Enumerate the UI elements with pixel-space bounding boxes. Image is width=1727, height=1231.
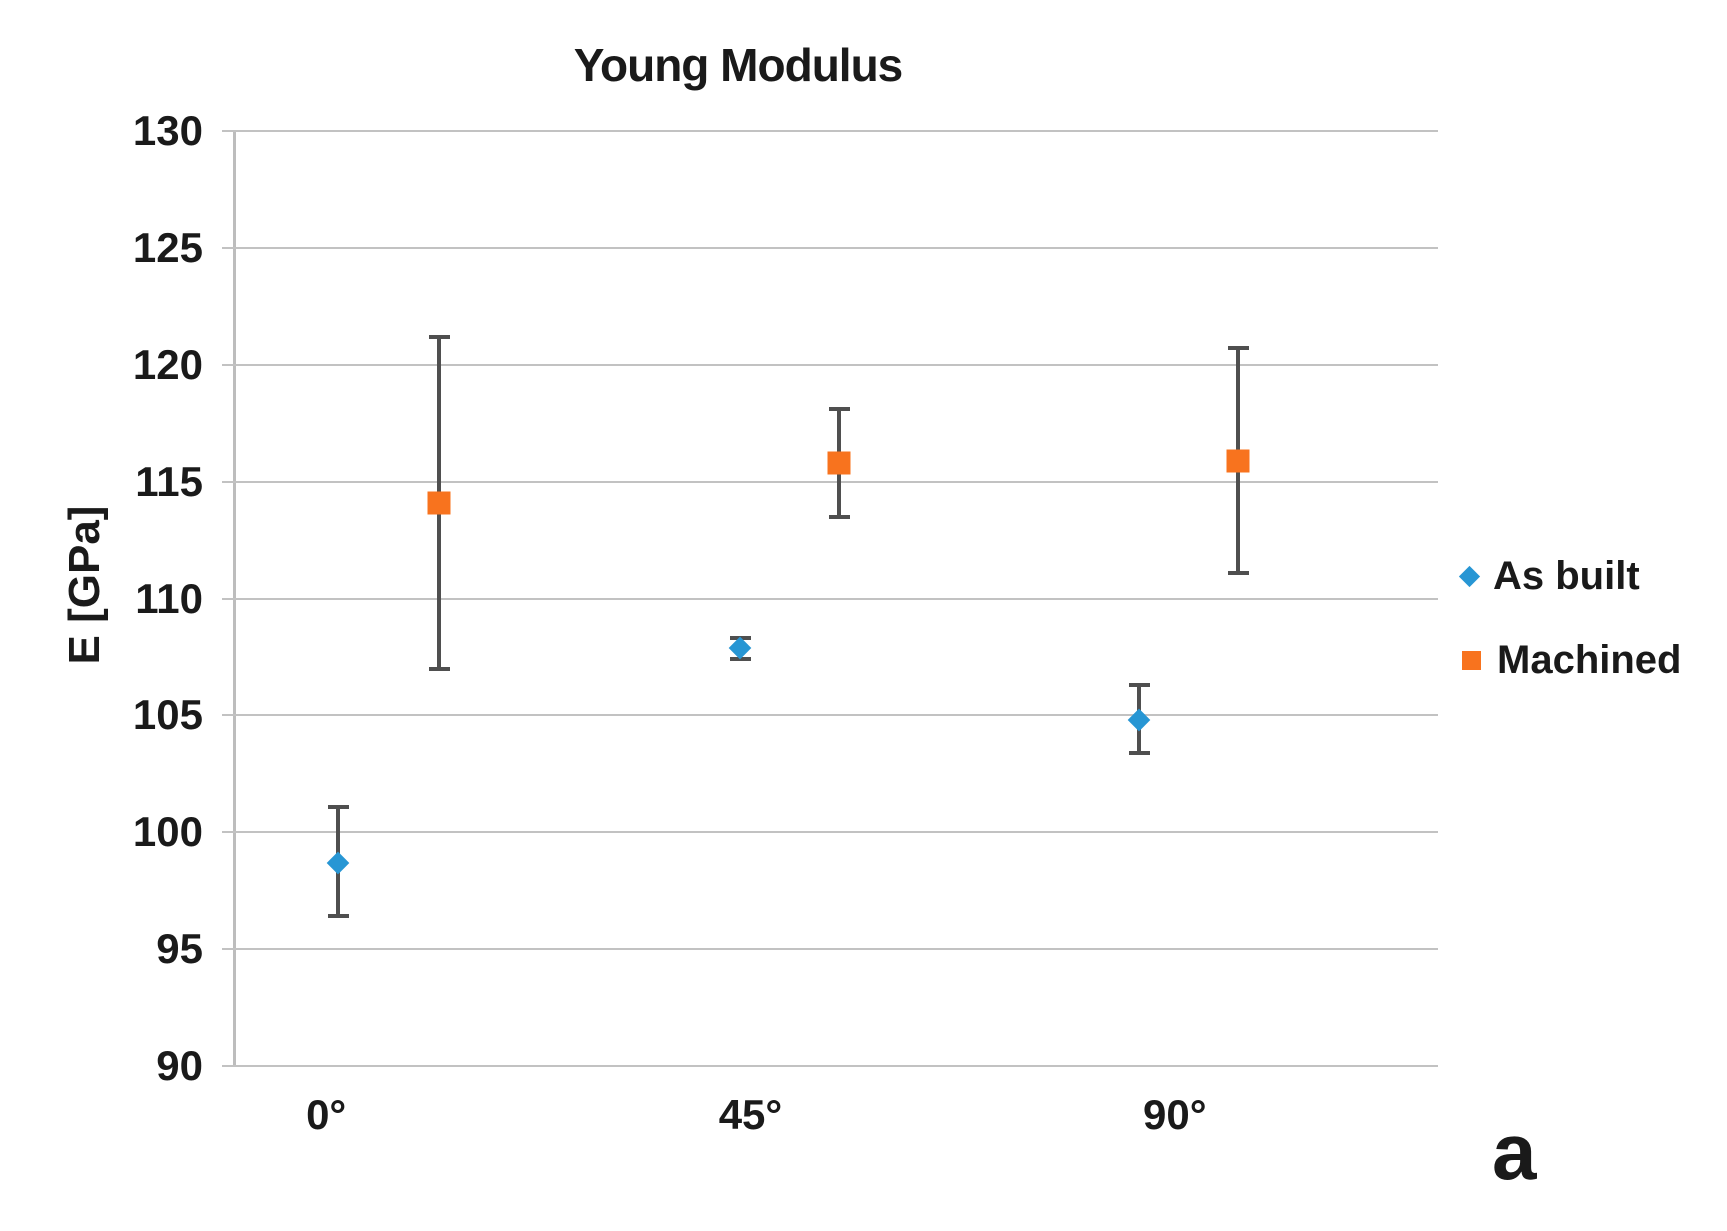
y-tick-label-125: 125 <box>132 223 203 271</box>
error-bar-cap-bottom <box>829 514 851 519</box>
error-bar-cap-top <box>1228 346 1250 351</box>
plot-area: 0° 45° 90° <box>222 130 1438 1136</box>
y-tick-label-95: 95 <box>156 925 203 973</box>
error-bar-cap-bottom <box>729 657 751 662</box>
legend-label: As built <box>1493 554 1640 598</box>
gridline-y-100 <box>222 831 1438 834</box>
y-tick-label-110: 110 <box>135 574 203 622</box>
data-point-marker-as-built <box>326 851 350 874</box>
gridline-y-120 <box>222 363 1438 366</box>
legend-square-icon <box>1462 650 1481 670</box>
x-tick-label-0: 0° <box>306 1091 347 1138</box>
panel-label: a <box>1492 1107 1537 1196</box>
legend-diamond-icon <box>1458 565 1481 587</box>
legend-item-machined: Machined <box>1462 640 1681 680</box>
error-bar-cap-bottom <box>328 914 350 919</box>
gridline-y-105 <box>222 714 1438 717</box>
gridline-y-110 <box>222 597 1438 600</box>
x-tick-label-2: 90° <box>1142 1091 1207 1138</box>
legend: As built Machined <box>1458 554 1681 680</box>
y-tick-label-105: 105 <box>132 691 203 739</box>
data-point-marker-as-built <box>1127 708 1151 732</box>
error-bar-cap-bottom <box>429 666 451 671</box>
error-bar-cap-top <box>328 804 350 809</box>
gridline-y-115 <box>222 480 1438 483</box>
error-bar-cap-top <box>829 407 851 412</box>
chart-title: Young Modulus <box>573 39 904 91</box>
y-tick-label-90: 90 <box>156 1042 203 1089</box>
error-bar-cap-bottom <box>1128 750 1150 755</box>
error-bar-cap-top <box>1128 682 1150 687</box>
x-tick-label-1: 45° <box>718 1091 783 1138</box>
data-point-marker-machined <box>427 491 451 515</box>
gridline-y-90 <box>222 1065 1438 1067</box>
gridline-y-95 <box>222 948 1438 951</box>
y-tick-label-130: 130 <box>132 107 203 154</box>
y-tick-label-115: 115 <box>135 457 203 505</box>
y-tick-label-100: 100 <box>132 808 203 856</box>
error-bar-cap-bottom <box>1228 570 1250 575</box>
legend-item-as-built: As built <box>1458 554 1681 598</box>
gridline-y-125 <box>222 246 1438 249</box>
error-bar-cap-top <box>429 334 451 339</box>
legend-label: Machined <box>1497 638 1682 682</box>
y-tick-label-120: 120 <box>132 340 203 388</box>
data-point-marker-machined <box>827 451 851 475</box>
data-point-marker-machined <box>1226 449 1250 473</box>
gridline-y-130 <box>222 130 1438 132</box>
